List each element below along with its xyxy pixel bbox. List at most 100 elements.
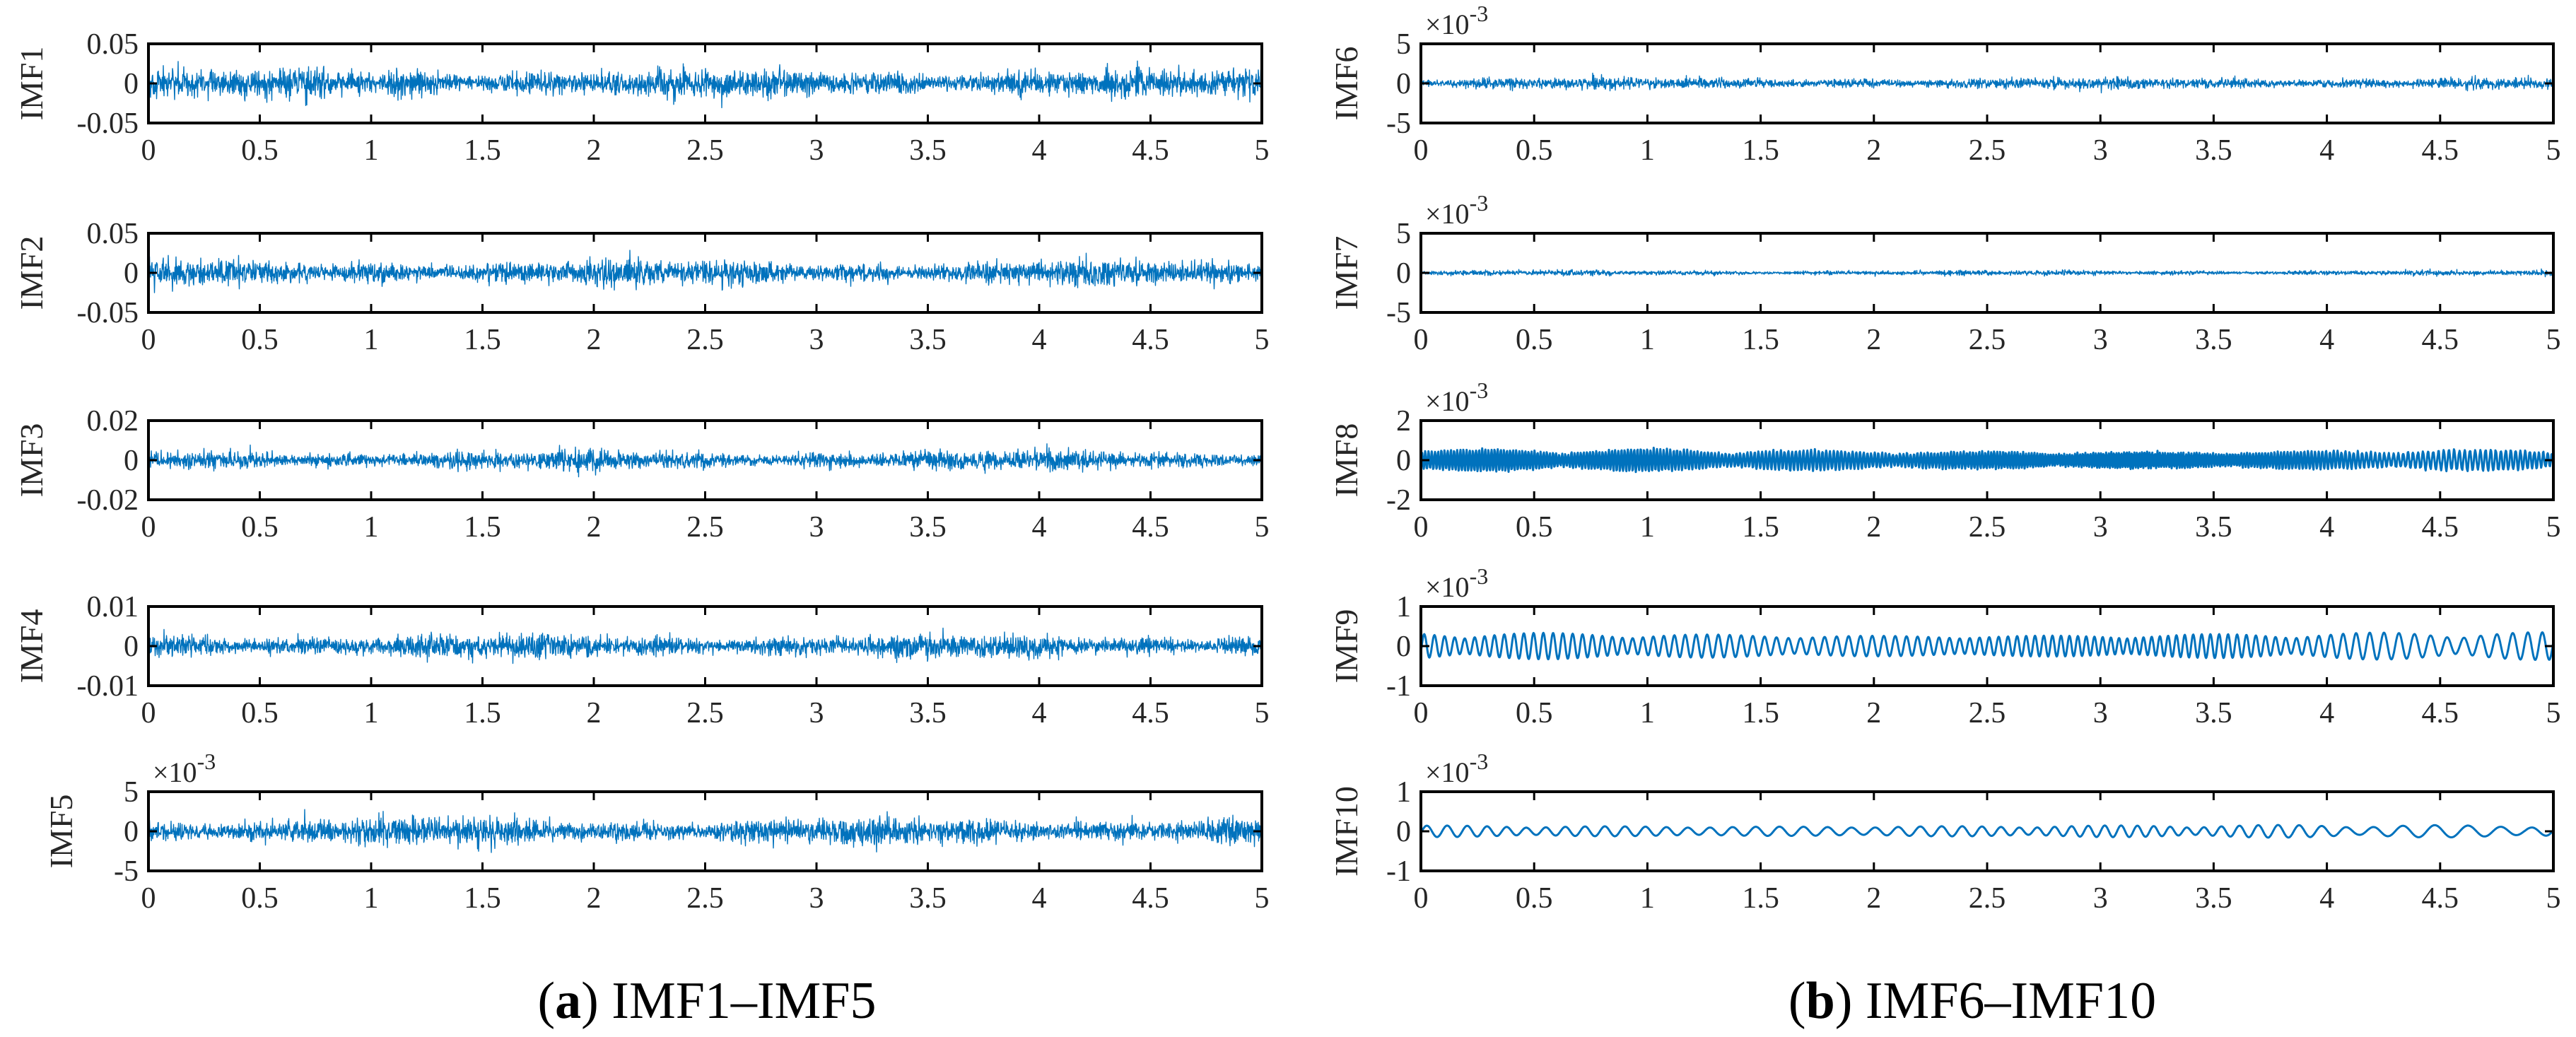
imf4-xtick-label: 1.5 — [464, 697, 501, 730]
imf3-xtick-label: 3.5 — [909, 511, 947, 544]
imf2-ytick-label: -0.05 — [77, 297, 139, 329]
imf5-xtick-label: 0.5 — [241, 882, 279, 915]
imf4-xtick-label: 2 — [587, 697, 602, 730]
imf8-ytick-label: 0 — [1396, 445, 1411, 477]
imf1-xtick-label: 2 — [587, 134, 602, 167]
imf2-xtick-label: 3.5 — [909, 324, 947, 356]
imf9-xtick-label: 3.5 — [2195, 697, 2232, 730]
imf7-exponent-label: ×10-3 — [1425, 190, 1488, 230]
imf1-ytick-label: 0 — [124, 68, 139, 100]
imf10-xtick-label: 5 — [2546, 882, 2561, 915]
imf10-ytick-label: 1 — [1396, 776, 1411, 809]
imf6-xtick-label: 3.5 — [2195, 134, 2232, 167]
imf6-xtick-label: 4.5 — [2422, 134, 2459, 167]
imf8-xtick-label: 1 — [1640, 511, 1655, 544]
imf8-ylabel: IMF8 — [1328, 423, 1364, 498]
imf7-xtick-label: 3.5 — [2195, 324, 2232, 356]
imf7-xtick-label: 0 — [1414, 324, 1429, 356]
imf1-xtick-label: 4.5 — [1132, 134, 1169, 167]
imf9-ytick-label: 1 — [1396, 591, 1411, 623]
imf7-xtick-label: 5 — [2546, 324, 2561, 356]
imf6-ytick-label: 0 — [1396, 68, 1411, 100]
imf6-xtick-label: 0 — [1414, 134, 1429, 167]
imf6-signal-line — [1421, 72, 2553, 94]
imf10-exponent-label: ×10-3 — [1425, 749, 1488, 788]
imf5-xtick-label: 2.5 — [686, 882, 724, 915]
imf6-xtick-label: 5 — [2546, 134, 2561, 167]
imf7-xtick-label: 2.5 — [1969, 324, 2006, 356]
imf5-xtick-label: 5 — [1255, 882, 1270, 915]
imf3-xtick-label: 5 — [1255, 511, 1270, 544]
imf7-xtick-label: 2 — [1866, 324, 1881, 356]
imf8-xtick-label: 4.5 — [2422, 511, 2459, 544]
imf10-ytick-label: 0 — [1396, 816, 1411, 848]
imf9-xtick-label: 1 — [1640, 697, 1655, 730]
imf7-signal-line — [1421, 268, 2553, 278]
imf4-xtick-label: 0.5 — [241, 697, 279, 730]
imf2-xtick-label: 5 — [1255, 324, 1270, 356]
imf9-xtick-label: 2.5 — [1969, 697, 2006, 730]
imf1-xtick-label: 0.5 — [241, 134, 279, 167]
imf1-xtick-label: 0 — [141, 134, 156, 167]
imf10-ylabel: IMF10 — [1328, 786, 1364, 877]
imf7-ytick-label: 5 — [1396, 218, 1411, 250]
imf5-xtick-label: 2 — [587, 882, 602, 915]
imf6-ylabel: IMF6 — [1328, 47, 1364, 121]
imf9-xtick-label: 4.5 — [2422, 697, 2459, 730]
imf7-xtick-label: 3 — [2093, 324, 2108, 356]
imf6-xtick-label: 4 — [2319, 134, 2334, 167]
imf7-ylabel: IMF7 — [1328, 236, 1364, 310]
imf9-xtick-label: 3 — [2093, 697, 2108, 730]
caption-left-text: IMF1–IMF5 — [611, 972, 876, 1030]
imf8-exponent-label: ×10-3 — [1425, 377, 1488, 417]
imf5-exponent-label: ×10-3 — [153, 749, 216, 788]
imf5-xtick-label: 1.5 — [464, 882, 501, 915]
imf4-xtick-label: 2.5 — [686, 697, 724, 730]
imf1-ytick-label: -0.05 — [77, 107, 139, 140]
imf5-signal-line — [148, 809, 1262, 853]
imf3-xtick-label: 2 — [587, 511, 602, 544]
imf6-xtick-label: 0.5 — [1516, 134, 1553, 167]
imf8-xtick-label: 3.5 — [2195, 511, 2232, 544]
imf3-ytick-label: 0 — [124, 445, 139, 477]
imf9-ytick-label: -1 — [1386, 670, 1411, 703]
imf10-xtick-label: 1 — [1640, 882, 1655, 915]
imf1-signal-line — [148, 60, 1262, 109]
imf5-xtick-label: 3.5 — [909, 882, 947, 915]
imf4-ytick-label: 0.01 — [87, 591, 139, 623]
imf9-xtick-label: 0.5 — [1516, 697, 1553, 730]
imf10-xtick-label: 2 — [1866, 882, 1881, 915]
imf10-xtick-label: 3.5 — [2195, 882, 2232, 915]
imf5-ytick-label: 0 — [124, 816, 139, 848]
caption-right-label: b — [1806, 972, 1835, 1030]
imf3-xtick-label: 4 — [1032, 511, 1047, 544]
imf2-xtick-label: 4 — [1032, 324, 1047, 356]
imf6-xtick-label: 3 — [2093, 134, 2108, 167]
imf7-xtick-label: 4 — [2319, 324, 2334, 356]
imf6-exponent-label: ×10-3 — [1425, 1, 1488, 40]
imf4-xtick-label: 4 — [1032, 697, 1047, 730]
imf3-ytick-label: -0.02 — [77, 484, 139, 517]
caption-left-label: a — [555, 972, 581, 1030]
imf3-xtick-label: 0 — [141, 511, 156, 544]
imf8-signal-line — [1421, 446, 2553, 474]
imf2-ytick-label: 0.05 — [87, 218, 139, 250]
imf5-ytick-label: -5 — [114, 855, 139, 888]
imf4-xtick-label: 1 — [364, 697, 379, 730]
imf10-xtick-label: 1.5 — [1742, 882, 1779, 915]
imf8-xtick-label: 2 — [1866, 511, 1881, 544]
imf5-ytick-label: 5 — [124, 776, 139, 809]
imf4-ylabel: IMF4 — [13, 609, 49, 684]
imf6-xtick-label: 2.5 — [1969, 134, 2006, 167]
imf2-ylabel: IMF2 — [13, 236, 49, 310]
imf10-xtick-label: 3 — [2093, 882, 2108, 915]
imf6-ytick-label: 5 — [1396, 28, 1411, 61]
imf2-ytick-label: 0 — [124, 257, 139, 290]
caption-right: (b) IMF6–IMF10 — [1788, 972, 2156, 1030]
